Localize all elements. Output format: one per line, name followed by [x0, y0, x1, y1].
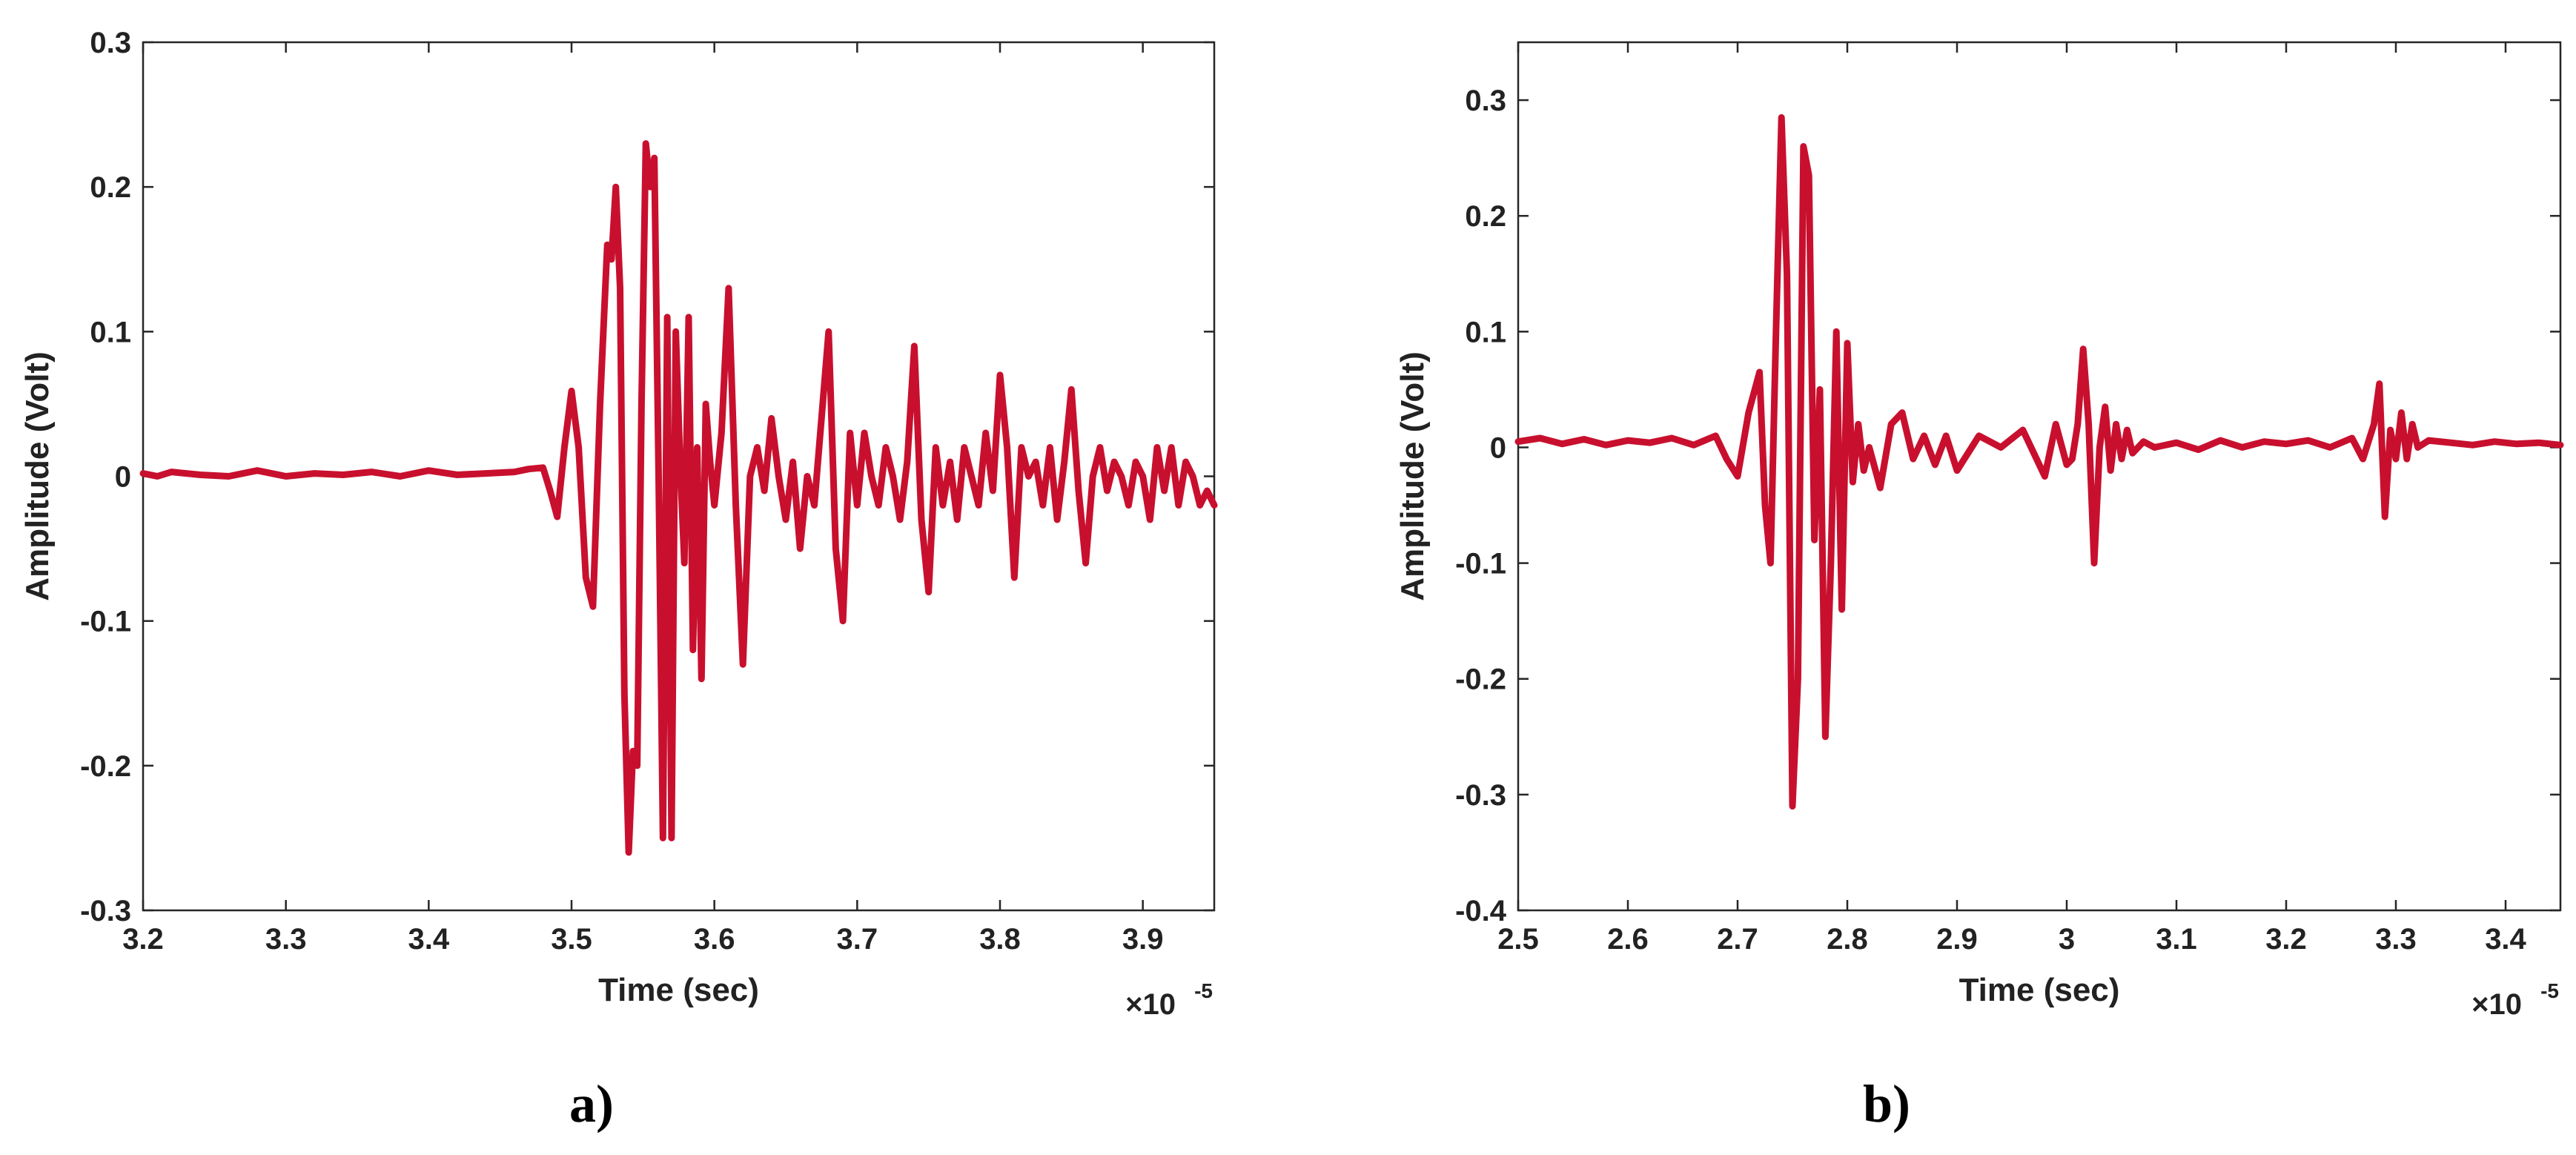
signal-line	[1514, 114, 2564, 810]
y-tick-label: 0.2	[90, 171, 131, 204]
y-tick-label: 0.3	[90, 27, 131, 59]
x-tick-label: 3.4	[2485, 923, 2526, 956]
x-axis-label: Time (sec)	[1959, 972, 2120, 1008]
x-tick-label: 3.8	[979, 923, 1021, 956]
x-tick-label: 3.2	[122, 923, 164, 956]
x-tick-label: 3.6	[694, 923, 735, 956]
y-tick-label: 0.1	[1465, 316, 1506, 348]
x-tick-label: 3.5	[551, 923, 592, 956]
x-tick-label: 3.1	[2156, 923, 2197, 956]
plot-area-frame	[1517, 41, 2562, 912]
y-tick-label: -0.4	[1455, 895, 1507, 927]
x-tick-label: 2.5	[1497, 923, 1539, 956]
x-tick-label: 2.6	[1607, 923, 1649, 956]
x-exponent-label: ×10	[1125, 988, 1176, 1021]
x-tick-label: 3.9	[1122, 923, 1164, 956]
x-tick-label: 2.7	[1717, 923, 1758, 956]
y-tick-label: -0.2	[1455, 663, 1506, 696]
y-tick-label: 0.3	[1465, 85, 1506, 117]
x-tick-label: 2.8	[1827, 923, 1868, 956]
x-tick-label: 3.4	[408, 923, 450, 956]
y-tick-label: -0.3	[1455, 779, 1506, 812]
panel-b-label: b)	[1863, 1074, 1911, 1134]
y-tick-label: -0.3	[80, 895, 131, 927]
y-axis-label: Amplitude (Volt)	[19, 351, 56, 600]
x-exponent-power: -5	[1194, 979, 1213, 1002]
panel-a-label: a)	[569, 1074, 614, 1134]
y-tick-label: 0	[115, 461, 131, 494]
x-tick-label: 3.7	[837, 923, 878, 956]
x-exponent-label: ×10	[2471, 988, 2522, 1021]
x-exponent-power: -5	[2540, 979, 2559, 1002]
x-axis-label: Time (sec)	[598, 972, 759, 1008]
x-tick-label: 3.3	[2375, 923, 2417, 956]
y-tick-label: 0.1	[90, 316, 131, 348]
y-tick-label: -0.1	[1455, 548, 1506, 580]
y-tick-label: 0	[1490, 431, 1506, 464]
y-tick-label: 0.2	[1465, 200, 1506, 233]
x-tick-label: 3	[2059, 923, 2075, 956]
x-tick-label: 3.3	[265, 923, 307, 956]
chart-panel-b: 2.5 2.6 2.7 2.8 2.9 3 3.1 3.2 3.3 3.4 -0.4 -0.3 -0.2…	[1394, 41, 2564, 1021]
chart-panel-a: 3.2 3.3 3.4 3.5 3.6 3.7 3.8 3.9 -0.3 -0.2 -0.1 0 0.1…	[19, 27, 1218, 1021]
y-axis-label: Amplitude (Volt)	[1394, 351, 1431, 600]
x-tick-label: 2.9	[1936, 923, 1978, 956]
y-tick-label: -0.2	[80, 750, 131, 783]
signal-line	[139, 140, 1218, 856]
x-tick-label: 3.2	[2265, 923, 2307, 956]
y-tick-label: -0.1	[80, 606, 131, 638]
